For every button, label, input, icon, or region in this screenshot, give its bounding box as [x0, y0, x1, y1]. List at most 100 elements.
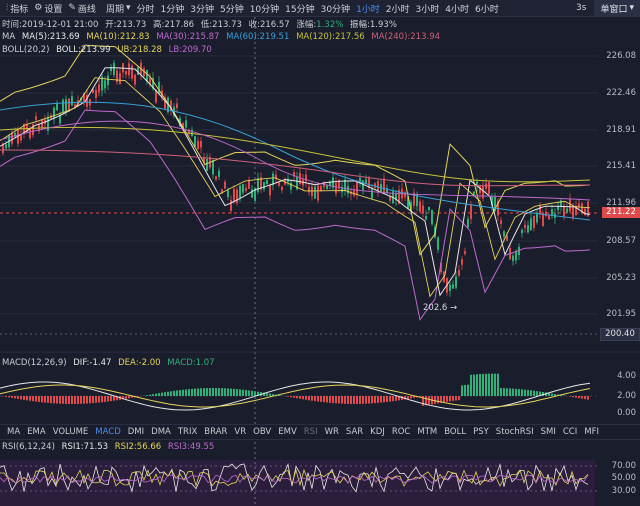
macd-bar — [350, 396, 352, 404]
macd-bar — [584, 396, 586, 400]
timeframe-6[interactable]: 30分钟 — [320, 4, 351, 15]
period-dropdown[interactable]: 周期 ▾ — [105, 3, 131, 15]
indicator-tab-stochrsi[interactable]: StochRSI — [495, 427, 534, 437]
indicator-button[interactable]: ⫶ 指标 — [6, 3, 29, 15]
timeframe-4[interactable]: 10分钟 — [249, 4, 280, 15]
macd-bar — [542, 392, 544, 396]
candle-body — [107, 75, 109, 86]
indicator-tab-boll[interactable]: BOLL — [444, 427, 467, 437]
candle-body — [299, 172, 301, 184]
candle-body — [137, 67, 139, 75]
top-toolbar: ⫶ 指标 ⚙ 设置 ✎ 画线 周期 ▾ 分时 1分钟 3分钟 5分钟 10分钟 15分钟 3… — [0, 0, 640, 17]
indicator-tab-sar[interactable]: SAR — [345, 427, 364, 437]
macd-bar — [53, 396, 55, 404]
macd-bar — [524, 389, 526, 396]
timeframe-8[interactable]: 2小时 — [385, 4, 410, 15]
candle-body — [245, 187, 247, 191]
candle-body — [191, 129, 193, 136]
macd-bar — [440, 396, 442, 403]
candle-body — [536, 212, 538, 223]
timeframe-11[interactable]: 6小时 — [475, 4, 499, 15]
timeframe-3[interactable]: 5分钟 — [219, 4, 244, 15]
timeframe-10[interactable]: 4小时 — [445, 4, 469, 15]
macd-bar — [14, 396, 16, 399]
indicator-tab-trix[interactable]: TRIX — [177, 427, 198, 437]
indicator-tab-dma[interactable]: DMA — [151, 427, 171, 437]
boll-info: BOLL(20,2) BOLL:213.99 UB:218.28 LB:209.… — [2, 45, 212, 55]
macd-bar — [527, 389, 529, 396]
indicator-tab-cci[interactable]: CCI — [562, 427, 578, 437]
macd-bar — [551, 393, 553, 396]
indicator-tab-ma[interactable]: MA — [7, 427, 21, 437]
candle-body — [407, 196, 409, 209]
indicator-tab-obv[interactable]: OBV — [253, 427, 272, 437]
candle-body — [35, 116, 37, 120]
indicator-tab-kdj[interactable]: KDJ — [370, 427, 385, 437]
macd-bar — [80, 396, 82, 404]
indicator-tab-vr[interactable]: VR — [234, 427, 247, 437]
macd-bar — [272, 394, 274, 396]
timeframe-1[interactable]: 1分钟 — [160, 4, 185, 15]
indicator-tab-ema[interactable]: EMA — [27, 427, 46, 437]
macd-bar — [587, 396, 589, 400]
macd-bar — [239, 389, 241, 396]
candle-body — [464, 250, 466, 255]
candle-body — [242, 184, 244, 193]
ma60-line — [0, 101, 591, 221]
timeframe-5[interactable]: 15分钟 — [285, 4, 315, 15]
indicator-tab-volume[interactable]: VOLUME — [52, 427, 89, 437]
indicator-tab-emv[interactable]: EMV — [278, 427, 297, 437]
candle-body — [230, 199, 232, 212]
candle-body — [527, 225, 529, 233]
rsi3-line — [0, 474, 589, 484]
macd-bar — [509, 388, 511, 396]
draw-line-button[interactable]: ✎ 画线 — [68, 3, 96, 15]
dif-value: DIF:-1.47 — [73, 358, 112, 368]
candle-body — [395, 193, 397, 201]
indicator-tab-brar[interactable]: BRAR — [204, 427, 228, 437]
macd-bar — [41, 396, 43, 403]
candle-body — [56, 103, 58, 111]
candle-body — [548, 214, 550, 220]
indicator-tab-macd[interactable]: MACD — [95, 427, 121, 437]
indicator-tab-mtm[interactable]: MTM — [417, 427, 438, 437]
indicator-tab-wr[interactable]: WR — [324, 427, 339, 437]
timeframe-9[interactable]: 3小时 — [415, 4, 440, 15]
macd-bar — [485, 373, 487, 396]
timeframe-2[interactable]: 3分钟 — [190, 4, 214, 15]
candle-body — [116, 70, 118, 83]
macd-bar — [65, 396, 67, 404]
macd-bar — [521, 389, 523, 396]
candle-body — [311, 186, 313, 197]
macd-bar — [254, 391, 256, 396]
window-mode-dropdown[interactable]: 单窗口 ▾ — [594, 0, 640, 16]
macd-bar — [530, 390, 532, 396]
macd-bar — [221, 388, 223, 396]
candle-body — [431, 209, 433, 225]
macd-bar — [455, 396, 457, 401]
macd-bar — [182, 389, 184, 396]
candle-body — [266, 180, 268, 185]
settings-button[interactable]: ⚙ 设置 — [34, 3, 63, 15]
macd-bar — [266, 393, 268, 396]
indicator-tab-roc[interactable]: ROC — [391, 427, 411, 437]
indicator-tab-mfi[interactable]: MFI — [584, 427, 599, 437]
candle-body — [449, 284, 451, 291]
indicator-tab-smi[interactable]: SMI — [540, 427, 556, 437]
timeframe-0[interactable]: 分时 — [136, 4, 155, 15]
macd-bar — [113, 396, 115, 401]
indicator-tab-psy[interactable]: PSY — [473, 427, 489, 437]
macd-bar — [515, 388, 517, 396]
candle-body — [503, 231, 505, 237]
candle-body — [41, 120, 43, 129]
indicator-tab-dmi[interactable]: DMI — [127, 427, 145, 437]
refresh-interval[interactable]: 3s — [576, 3, 587, 13]
indicator-tab-rsi[interactable]: RSI — [303, 427, 318, 437]
candle-body — [410, 202, 412, 212]
candle-body — [362, 180, 364, 190]
timeframe-7[interactable]: 1小时 — [356, 4, 380, 15]
price-tick: 211.96 — [606, 198, 636, 208]
candle-body — [221, 189, 223, 194]
macd-bar — [110, 396, 112, 402]
